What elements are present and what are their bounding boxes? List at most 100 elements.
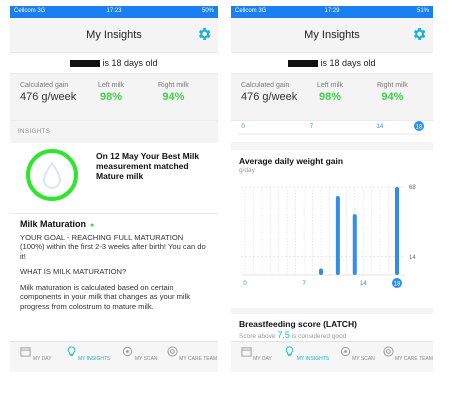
clock-label: 17:29 <box>324 8 340 14</box>
lightbulb-icon <box>67 346 75 357</box>
care-team-icon <box>167 346 178 357</box>
chart-unit: g/day <box>239 167 255 174</box>
chart-title: Average daily weight gain <box>239 156 344 166</box>
carrier-label: Cellcom 3G <box>14 8 46 14</box>
redacted-name <box>70 60 101 68</box>
baby-age-bar: is 18 days old <box>10 53 218 73</box>
x-tick-label: 14 <box>377 124 384 130</box>
article-title: Milk Maturation <box>20 219 87 229</box>
calendar-icon <box>20 347 31 357</box>
y-tick-label: 14 <box>409 255 416 261</box>
latch-caption: Score above 7.5 is considered good <box>231 329 433 341</box>
right-milk-label: Right milk <box>377 82 408 89</box>
left-milk-value: 98% <box>319 91 342 103</box>
tab-label: MY DAY <box>32 356 52 362</box>
latch-suffix: is considered good <box>291 333 347 340</box>
left-milk-stat: Left milk 98% <box>98 82 124 103</box>
x-tick-label: 0 <box>243 281 247 287</box>
section-divider <box>231 308 433 314</box>
tab-my-scan[interactable]: MY SCAN <box>114 342 166 372</box>
weight-gain-chart: 68 14 0 7 14 18 <box>241 185 416 288</box>
tab-bar: MY DAY MY INSIGHTS MY SCAN MY CARE TEAM <box>10 341 218 372</box>
previous-chart-axis: 0 7 14 18 <box>239 121 425 135</box>
redacted-name <box>288 60 319 68</box>
status-bar: Cellcom 3G 17:29 51% <box>231 6 433 18</box>
article-title-row: Milk Maturation ● <box>20 219 208 231</box>
page-title: My Insights <box>86 29 142 41</box>
article-goal-text: YOUR GOAL - REACHING FULL MATURATION (10… <box>20 232 206 261</box>
bar <box>395 187 399 275</box>
right-milk-value: 94% <box>381 91 404 103</box>
nav-bar: My Insights <box>10 18 218 53</box>
status-bar: Cellcom 3G 17:23 50% <box>10 6 218 18</box>
milk-maturation-article: Milk Maturation ● YOUR GOAL - REACHING FU… <box>10 214 218 311</box>
left-milk-stat: Left milk 98% <box>317 82 343 103</box>
x-tick-highlight <box>414 121 424 131</box>
right-milk-value: 94% <box>162 91 185 103</box>
page-title: My Insights <box>304 29 360 41</box>
tab-my-insights[interactable]: MY INSIGHTS <box>62 342 114 372</box>
latch-title: Breastfeeding score (LATCH) <box>239 319 357 329</box>
scan-icon <box>340 346 350 357</box>
x-tick-label: 18 <box>394 282 401 288</box>
tab-label: MY SCAN <box>352 356 375 362</box>
stats-panel: Calculated gain 476 g/week Left milk 98%… <box>231 73 433 121</box>
gear-icon[interactable] <box>411 26 427 42</box>
insight-text: On 12 May Your Best Milk measurement mat… <box>96 151 200 181</box>
tab-my-insights[interactable]: MY INSIGHTS <box>282 342 333 372</box>
phone-screen-right: Cellcom 3G 17:29 51% My Insights is 18 d… <box>231 6 433 372</box>
bar <box>352 214 357 275</box>
baby-age-text: is 18 days old <box>102 58 158 68</box>
nav-bar: My Insights <box>231 18 433 53</box>
battery-label: 51% <box>416 8 429 14</box>
milk-drop-ring <box>26 149 78 201</box>
bar <box>335 196 340 275</box>
stats-panel: Calculated gain 476 g/week Left milk 98%… <box>10 73 218 121</box>
battery-label: 50% <box>201 8 214 14</box>
article-question: WHAT IS MILK MATURATION? <box>20 267 127 276</box>
tab-my-day[interactable]: MY DAY <box>231 342 282 372</box>
x-tick-highlight <box>392 278 402 288</box>
tab-my-care-team[interactable]: MY CARE TEAM <box>166 342 218 372</box>
tab-label: MY SCAN <box>134 356 158 362</box>
gain-stat: Calculated gain 476 g/week <box>241 82 297 103</box>
insight-card[interactable]: On 12 May Your Best Milk measurement mat… <box>10 143 218 214</box>
left-milk-label: Left milk <box>98 82 125 89</box>
left-milk-label: Left milk <box>317 82 344 89</box>
y-tick-label: 68 <box>409 185 416 191</box>
gain-stat: Calculated gain 476 g/week <box>20 82 76 103</box>
insights-section-label: INSIGHTS <box>10 121 218 143</box>
milk-drop-icon <box>43 162 61 189</box>
latch-text: Score above <box>239 333 276 340</box>
gain-value: 476 g/week <box>241 91 298 103</box>
calendar-icon <box>241 347 252 357</box>
article-body: Milk maturation is calculated based on c… <box>20 282 191 311</box>
phone-screen-left: Cellcom 3G 17:23 50% My Insights is 18 d… <box>10 6 218 372</box>
right-milk-stat: Right milk 94% <box>158 82 189 103</box>
tab-label: MY DAY <box>253 356 272 362</box>
gain-value: 476 g/week <box>20 91 77 103</box>
latch-value: 7.5 <box>277 330 290 340</box>
tab-my-scan[interactable]: MY SCAN <box>332 342 383 372</box>
tab-label: MY INSIGHTS <box>296 356 330 362</box>
lightbulb-icon <box>286 346 294 357</box>
left-milk-value: 98% <box>100 91 123 103</box>
tab-label: MY CARE TEAM <box>395 356 433 362</box>
bar <box>319 268 323 275</box>
x-tick-label: 0 <box>241 124 245 130</box>
right-milk-stat: Right milk 94% <box>377 82 408 103</box>
section-divider <box>231 142 433 150</box>
baby-age-bar: is 18 days old <box>231 53 433 73</box>
x-tick-label: 7 <box>310 124 314 130</box>
carrier-label: Cellcom 3G <box>235 8 267 14</box>
right-milk-label: Right milk <box>158 82 189 89</box>
tab-my-day[interactable]: MY DAY <box>10 342 62 372</box>
x-tick-label: 18 <box>416 125 423 131</box>
tab-my-care-team[interactable]: MY CARE TEAM <box>383 342 434 372</box>
gain-label: Calculated gain <box>241 82 290 89</box>
gear-icon[interactable] <box>196 26 212 42</box>
care-team-icon <box>383 346 394 357</box>
baby-age-text: is 18 days old <box>320 58 376 68</box>
status-dot-icon: ● <box>90 222 95 229</box>
tab-bar: MY DAY MY INSIGHTS MY SCAN MY CARE TEAM <box>231 341 433 372</box>
